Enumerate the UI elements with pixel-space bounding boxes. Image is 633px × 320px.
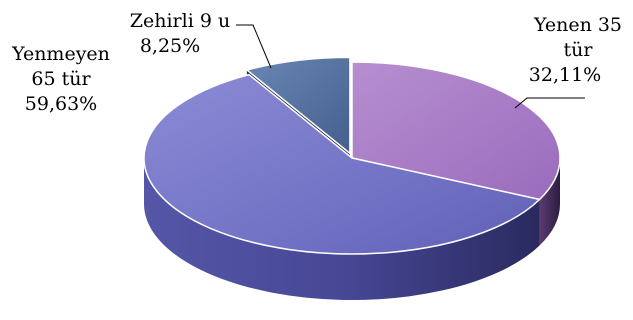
slice-label-line: Yenen 35 [533, 14, 622, 36]
slice-value-label: 59,63% [25, 93, 97, 115]
slice-label-line: 65 tür [31, 68, 91, 90]
slice-label-2: Zehirli 9 u 8,25% [130, 10, 230, 57]
slice-label-line: Yenmeyen [11, 43, 110, 65]
leader-line-2 [236, 24, 272, 69]
slice-label-0: Yenen 35 tür 32,11% [529, 14, 622, 86]
slice-0 [351, 61, 561, 201]
slice-2 [246, 56, 351, 155]
slice-label-line: tür [564, 39, 594, 61]
slice-1 [143, 73, 541, 255]
slice-value-label: 32,11% [529, 64, 601, 86]
slice-value-label: 8,25% [140, 35, 200, 57]
slice-label-line: Zehirli 9 u [130, 10, 230, 32]
slice-label-1: Yenmeyen 65 tür 59,63% [11, 43, 110, 115]
slice-side-1 [144, 158, 540, 300]
leader-line-0 [514, 97, 585, 109]
